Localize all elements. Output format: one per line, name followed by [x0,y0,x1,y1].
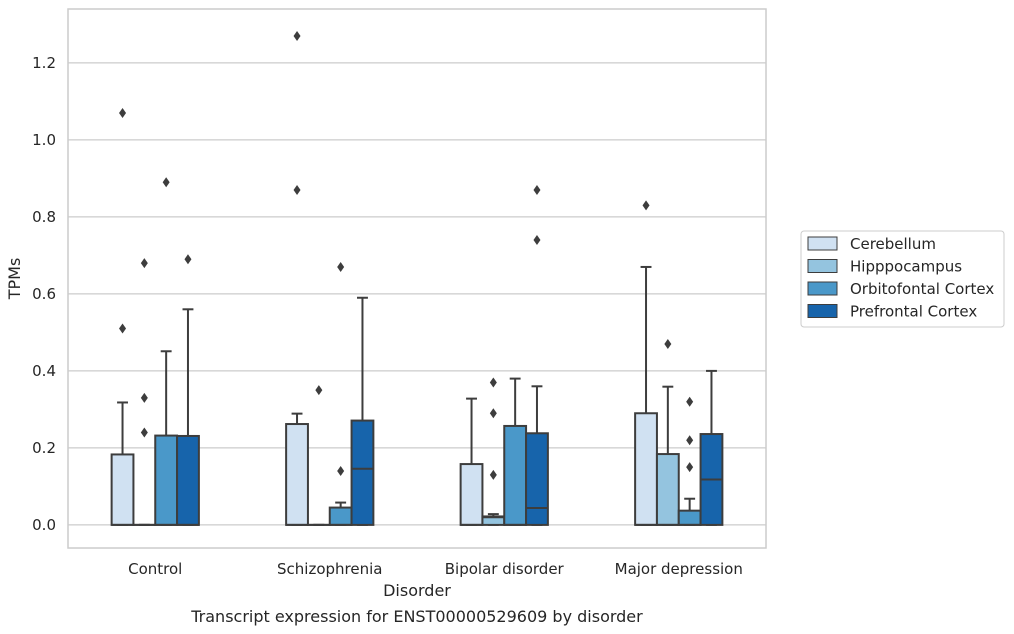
y-tick-label: 0.0 [32,516,56,534]
y-tick-label: 1.0 [32,131,56,149]
outlier-point [337,466,345,476]
outlier-point [533,235,541,245]
outlier-point [686,462,694,473]
box [285,423,309,526]
box-group [306,385,331,526]
outlier-point [293,184,301,195]
box [350,419,375,526]
box [677,509,702,526]
x-axis-label: Disorder [383,581,451,600]
outlier-point [119,323,127,334]
legend-item: Cerebellum [807,235,936,253]
y-tick-label: 0.6 [32,285,56,303]
outlier-point [686,396,694,407]
plot-frame [67,8,767,549]
legend-frame [800,230,1005,328]
box-group [699,369,724,526]
legend-item: Prefrontal Cortex [807,303,977,321]
x-tick-label: Major depression [615,560,743,578]
legend: Cerebellum Hipppocampus Orbitofontal Corte… [800,230,1005,328]
y-tick-labels: 0.0 0.2 0.4 0.6 0.8 1.0 1.2 [32,54,56,534]
box-group [634,200,658,526]
box-group [285,30,309,526]
outlier-point [489,408,497,419]
box [328,506,353,526]
legend-swatch [807,236,838,251]
outlier-point [337,261,345,272]
legend-label: Orbitofontal Cortex [850,280,994,298]
box [110,453,135,526]
outlier-point [119,107,127,118]
legend-swatch [807,259,838,273]
y-axis-label: TPMs [5,258,24,301]
box-group [328,261,353,526]
outlier-point [315,385,323,396]
outlier-point [162,177,170,188]
outlier-point [140,392,148,403]
outlier-point [533,184,541,195]
box-group [525,184,549,526]
box-group [132,258,157,526]
outlier-point [184,254,192,265]
x-tick-label: Schizophrenia [277,560,382,578]
outlier-point [686,435,694,446]
legend-label: Hipppocampus [850,258,962,276]
legend-swatch [807,281,838,296]
y-tick-label: 1.2 [32,54,56,72]
legend-item: Hipppocampus [807,258,962,276]
legend-items: Cerebellum Hipppocampus Orbitofontal Corte… [807,235,994,321]
box-group [655,338,680,526]
box [459,463,484,526]
outlier-point [642,200,650,211]
outlier-point [140,258,148,269]
y-tick-label: 0.8 [32,208,56,226]
box-group [154,177,179,526]
box-group [481,377,506,526]
box [154,434,179,526]
x-tick-labels: Control Schizophrenia Bipolar disorder Majo… [128,560,743,578]
box-group [503,377,528,526]
x-tick-label: Bipolar disorder [445,560,565,578]
legend-swatch [807,304,838,318]
outlier-point [140,427,148,438]
legend-item: Orbitofontal Cortex [807,280,994,298]
legend-label: Prefrontal Cortex [850,303,977,321]
box-group [110,107,135,526]
box [655,453,680,526]
outlier-point [664,338,672,349]
outlier-point [489,469,497,480]
x-tick-label: Control [128,560,182,578]
outlier-point [293,30,301,41]
box [634,412,658,526]
box [525,432,549,526]
box-group [350,296,375,526]
box-group [176,254,200,526]
y-tick-label: 0.4 [32,362,56,380]
outlier-point [489,377,497,388]
box [176,434,200,526]
box-marks [110,30,724,526]
box [503,424,528,526]
chart-caption: Transcript expression for ENST0000052960… [190,607,643,626]
legend-label: Cerebellum [850,235,936,253]
box-group [459,397,484,526]
y-tick-label: 0.2 [32,439,56,457]
box-group [677,396,702,526]
